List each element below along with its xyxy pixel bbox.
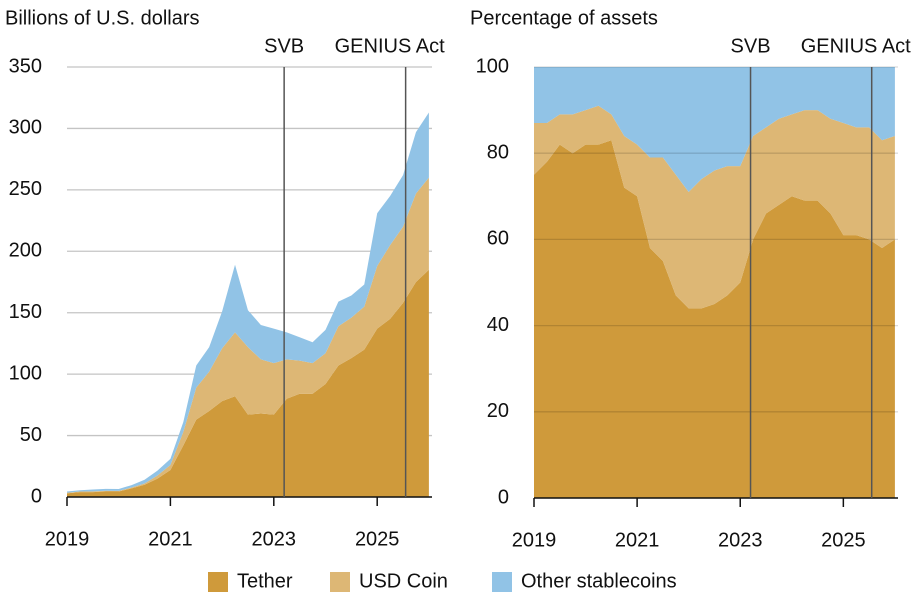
y-tick-label: 0: [31, 485, 42, 507]
area: [534, 105, 895, 309]
y-tick-label: 150: [9, 301, 42, 323]
y-axis-label: Percentage of assets: [470, 7, 658, 29]
x-tick-label: 2021: [615, 529, 660, 551]
y-axis-label: Billions of U.S. dollars: [5, 7, 200, 29]
x-tick-label: 2021: [148, 528, 193, 550]
x-tick-label: 2025: [355, 528, 400, 550]
y-tick-label: 50: [20, 424, 42, 446]
y-tick-label: 0: [498, 486, 509, 508]
x-tick-label: 2023: [252, 528, 297, 550]
x-tick-label: 2019: [512, 529, 557, 551]
legend-swatch: [492, 572, 512, 592]
y-tick-label: 40: [487, 314, 509, 336]
area: [67, 177, 429, 494]
y-tick-label: 300: [9, 117, 42, 139]
event-label: GENIUS Act: [801, 35, 911, 57]
x-tick-label: 2019: [45, 528, 90, 550]
legend-label: USD Coin: [359, 570, 448, 592]
area: [67, 112, 429, 493]
event-label: GENIUS Act: [335, 35, 445, 57]
legend-label: Other stablecoins: [521, 570, 677, 592]
event-label: SVB: [731, 35, 771, 57]
y-tick-label: 20: [487, 400, 509, 422]
y-tick-label: 100: [476, 55, 509, 77]
area: [534, 140, 895, 498]
legend-label: Tether: [237, 570, 293, 592]
y-tick-label: 200: [9, 240, 42, 262]
y-tick-label: 60: [487, 228, 509, 250]
area: [534, 67, 895, 192]
event-label: SVB: [264, 35, 304, 57]
y-tick-label: 100: [9, 362, 42, 384]
y-tick-label: 80: [487, 141, 509, 163]
area: [67, 269, 429, 497]
y-tick-label: 250: [9, 178, 42, 200]
legend-swatch: [208, 572, 228, 592]
x-tick-label: 2025: [821, 529, 866, 551]
y-tick-label: 350: [9, 55, 42, 77]
x-tick-label: 2023: [718, 529, 763, 551]
legend-swatch: [330, 572, 350, 592]
